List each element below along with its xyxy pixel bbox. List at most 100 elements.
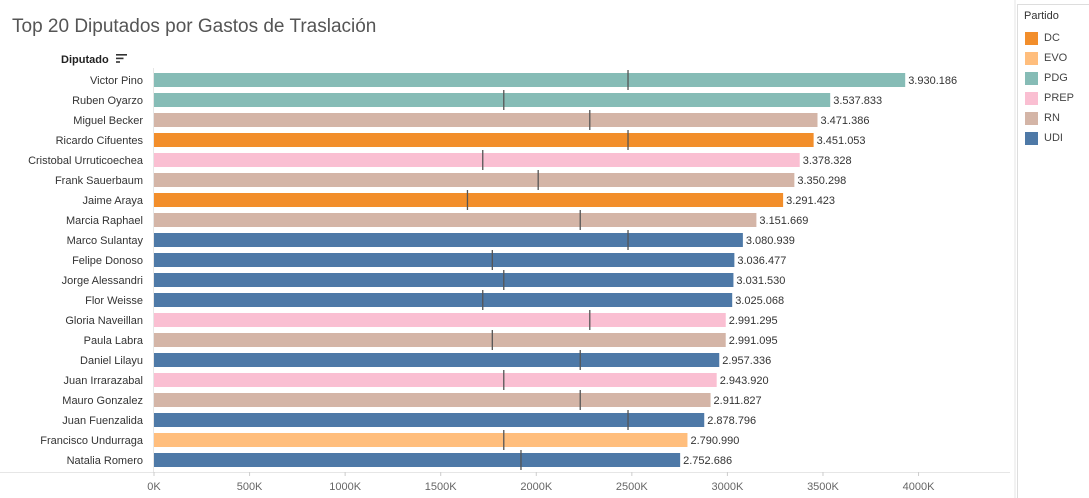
bar[interactable]: [154, 173, 795, 187]
bar[interactable]: [154, 453, 681, 467]
legend-item-pdg[interactable]: PDG: [1025, 68, 1089, 88]
data-label: 2.752.686: [683, 455, 732, 467]
data-label: 2.878.796: [707, 415, 756, 427]
bar-row[interactable]: Frank Sauerbaum 3.350.298: [55, 170, 846, 190]
category-label: Marco Sulantay: [67, 235, 144, 247]
legend-item-evo[interactable]: EVO: [1025, 48, 1089, 68]
x-tick-label: 1000K: [329, 481, 361, 493]
bar-row[interactable]: Flor Weisse 3.025.068: [85, 290, 784, 310]
bar[interactable]: [154, 113, 818, 127]
category-label: Juan Fuenzalida: [62, 415, 144, 427]
category-label: Frank Sauerbaum: [55, 175, 143, 187]
bar-row[interactable]: Jorge Alessandri 3.031.530: [62, 270, 786, 290]
data-label: 3.930.186: [908, 75, 957, 87]
bar-row[interactable]: Ricardo Cifuentes 3.451.053: [56, 130, 866, 150]
bar-row[interactable]: Victor Pino 3.930.186: [90, 70, 957, 90]
bar[interactable]: [154, 413, 705, 427]
bar-row[interactable]: Natalia Romero 2.752.686: [67, 450, 732, 470]
bar-row[interactable]: Mauro Gonzalez 2.911.827: [62, 390, 762, 410]
category-label: Juan Irrarazabal: [64, 375, 144, 387]
legend-label: UDI: [1044, 132, 1063, 144]
bar[interactable]: [154, 313, 726, 327]
data-label: 2.943.920: [720, 375, 769, 387]
bar[interactable]: [154, 273, 734, 287]
bar[interactable]: [154, 233, 743, 247]
category-label: Cristobal Urruticoechea: [28, 155, 144, 167]
data-label: 3.080.939: [746, 235, 795, 247]
bar-row[interactable]: Cristobal Urruticoechea 3.378.328: [28, 150, 852, 170]
x-tick-label: 3500K: [807, 481, 839, 493]
category-label: Mauro Gonzalez: [62, 395, 143, 407]
x-tick-label: 4000K: [903, 481, 935, 493]
category-label: Jorge Alessandri: [62, 275, 143, 287]
legend-item-dc[interactable]: DC: [1025, 28, 1089, 48]
category-label: Francisco Undurraga: [40, 435, 144, 447]
bar-row[interactable]: Juan Irrarazabal 2.943.920: [64, 370, 769, 390]
sort-descending-icon[interactable]: [115, 54, 127, 66]
data-label: 3.471.386: [821, 115, 870, 127]
category-label: Paula Labra: [84, 335, 144, 347]
bar[interactable]: [154, 213, 757, 227]
category-label: Natalia Romero: [67, 455, 143, 467]
legend-items: DC EVO PDG PREP RN UDI: [1018, 28, 1089, 148]
bar[interactable]: [154, 433, 688, 447]
category-label: Miguel Becker: [73, 115, 143, 127]
bar-row[interactable]: Jaime Araya 3.291.423: [82, 190, 835, 210]
legend-item-udi[interactable]: UDI: [1025, 128, 1089, 148]
bar[interactable]: [154, 393, 711, 407]
bar-row[interactable]: Gloria Naveillan 2.991.295: [65, 310, 778, 330]
category-label: Ricardo Cifuentes: [56, 135, 144, 147]
bar[interactable]: [154, 353, 720, 367]
bar[interactable]: [154, 333, 726, 347]
bar-row[interactable]: Miguel Becker 3.471.386: [73, 110, 869, 130]
data-label: 2.957.336: [722, 355, 771, 367]
x-tick-label: 1500K: [425, 481, 457, 493]
data-label: 3.350.298: [797, 175, 846, 187]
bar[interactable]: [154, 133, 814, 147]
x-tick-label: 500K: [237, 481, 263, 493]
bar-row[interactable]: Ruben Oyarzo 3.537.833: [72, 90, 882, 110]
category-label: Marcia Raphael: [66, 215, 143, 227]
bar[interactable]: [154, 293, 733, 307]
legend-swatch: [1025, 31, 1038, 45]
data-label: 3.378.328: [803, 155, 852, 167]
legend-label: RN: [1044, 112, 1060, 124]
legend-label: PREP: [1044, 92, 1074, 104]
legend-swatch: [1025, 91, 1038, 105]
legend-title: Partido: [1024, 10, 1059, 22]
bar[interactable]: [154, 153, 800, 167]
bar[interactable]: [154, 253, 735, 267]
bar-row[interactable]: Marco Sulantay 3.080.939: [67, 230, 795, 250]
bar[interactable]: [154, 93, 831, 107]
bar[interactable]: [154, 73, 906, 87]
data-label: 3.291.423: [786, 195, 835, 207]
bar-row[interactable]: Francisco Undurraga 2.790.990: [40, 430, 739, 450]
category-label: Victor Pino: [90, 75, 143, 87]
legend-item-prep[interactable]: PREP: [1025, 88, 1089, 108]
bar-row[interactable]: Daniel Lilayu 2.957.336: [80, 350, 771, 370]
dimension-header-label: Diputado: [61, 54, 109, 66]
bar[interactable]: [154, 373, 717, 387]
x-tick-label: 3000K: [712, 481, 744, 493]
bar-row[interactable]: Felipe Donoso 3.036.477: [72, 250, 786, 270]
legend-label: PDG: [1044, 72, 1068, 84]
chart-title: Top 20 Diputados por Gastos de Traslació…: [12, 16, 377, 37]
category-label: Jaime Araya: [82, 195, 143, 207]
bar-row[interactable]: Paula Labra 2.991.095: [84, 330, 778, 350]
view-scroll-track: [1014, 0, 1016, 498]
category-label: Flor Weisse: [85, 295, 143, 307]
data-label: 2.911.827: [714, 395, 762, 407]
bar[interactable]: [154, 193, 784, 207]
data-label: 3.537.833: [833, 95, 882, 107]
bar-row[interactable]: Marcia Raphael 3.151.669: [66, 210, 808, 230]
bar-row[interactable]: Juan Fuenzalida 2.878.796: [62, 410, 756, 430]
dimension-header[interactable]: Diputado: [61, 54, 127, 66]
legend-item-rn[interactable]: RN: [1025, 108, 1089, 128]
category-label: Gloria Naveillan: [65, 315, 143, 327]
bar-chart: Victor Pino 3.930.186 Ruben Oyarzo 3.537.83…: [0, 68, 1010, 493]
category-label: Ruben Oyarzo: [72, 95, 143, 107]
data-label: 2.991.095: [729, 335, 778, 347]
legend-panel: Partido DC EVO PDG PREP RN UDI: [1017, 4, 1089, 498]
legend-swatch: [1025, 111, 1038, 125]
legend-label: EVO: [1044, 52, 1068, 64]
